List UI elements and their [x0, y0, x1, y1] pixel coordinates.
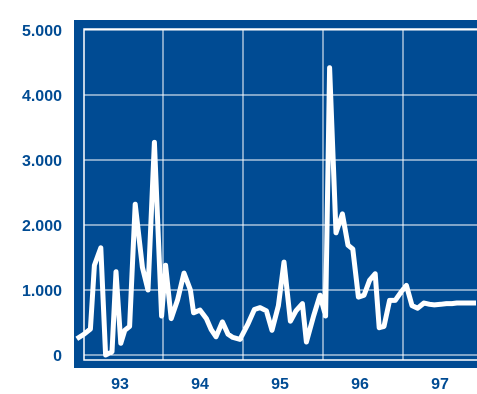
series-line-0	[75, 65, 476, 358]
y-tick-label: 5.000	[22, 23, 62, 40]
x-axis-tick-labels: 93 94 95 96 97	[111, 376, 449, 393]
y-axis-tick-labels: 0 1.000 2.000 3.000 4.000 5.000	[22, 23, 62, 365]
y-tick-label: 1.000	[22, 283, 62, 300]
plot-frame	[83, 28, 477, 361]
x-tick-label: 93	[111, 376, 129, 393]
y-tick-label: 4.000	[22, 88, 62, 105]
series-layer	[75, 65, 476, 358]
y-tick-label: 3.000	[22, 153, 62, 170]
x-tick-label: 97	[431, 376, 449, 393]
x-tick-label: 95	[271, 376, 289, 393]
y-tick-label: 0	[53, 348, 62, 365]
y-tick-label: 2.000	[22, 218, 62, 235]
inner-frame	[83, 28, 477, 361]
x-tick-label: 94	[191, 376, 209, 393]
x-tick-label: 96	[351, 376, 369, 393]
